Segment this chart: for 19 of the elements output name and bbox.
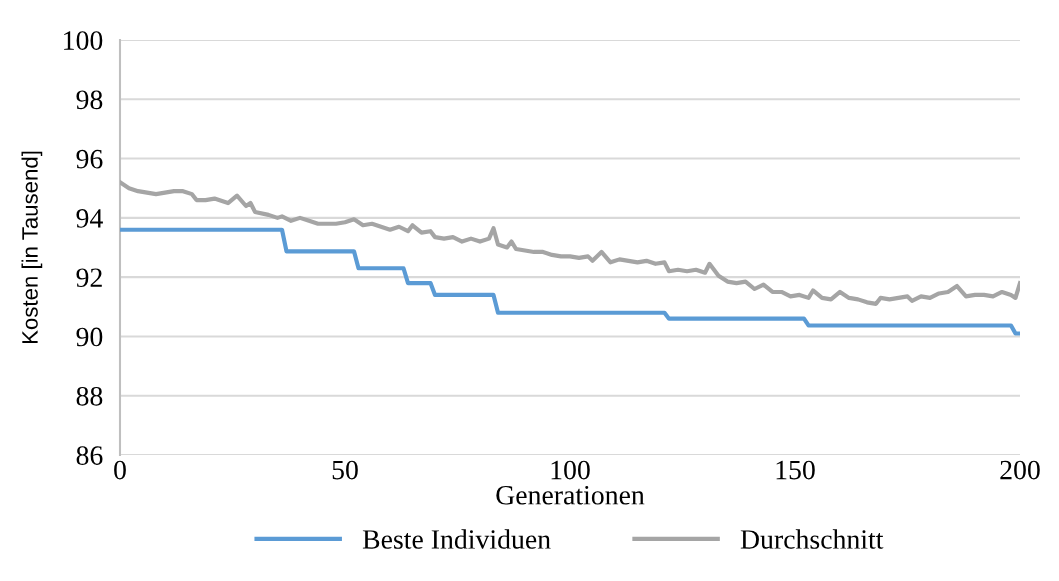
y-tick-label: 94: [76, 209, 103, 228]
x-tick-label: 150: [776, 460, 815, 480]
y-axis-title: Kosten [in Tausend]: [21, 151, 43, 344]
y-tick-label: 96: [76, 149, 103, 169]
y-tick-label: 90: [76, 327, 103, 347]
line-series: [120, 180, 1020, 306]
x-tick-label: 200: [1000, 460, 1040, 480]
x-axis-title: Generationen: [496, 485, 645, 505]
line-series: [120, 227, 1020, 336]
y-tick-label: 98: [76, 90, 103, 110]
x-tick-label: 0: [114, 460, 126, 480]
y-tick-label: 86: [76, 446, 103, 465]
legend-label: Durchschnitt: [740, 529, 884, 549]
x-tick-label: 50: [332, 460, 358, 480]
y-tick-label: 100: [64, 31, 103, 50]
y-tick-label: 88: [76, 386, 103, 406]
x-tick-label: 100: [551, 460, 590, 480]
legend-label: Beste Individuen: [362, 529, 551, 549]
y-tick-label: 92: [76, 268, 102, 288]
